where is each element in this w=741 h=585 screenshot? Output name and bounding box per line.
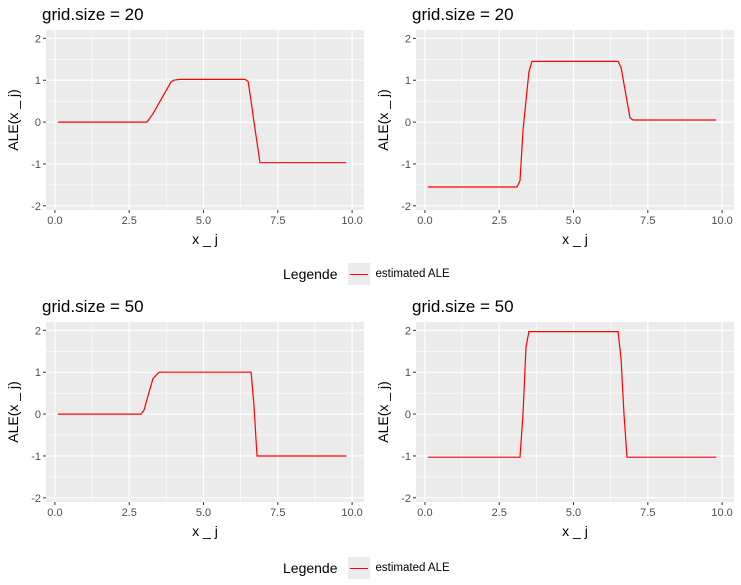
y-tick-label: 0 bbox=[405, 117, 411, 129]
y-tick-label: -2 bbox=[31, 201, 41, 213]
legend-label: estimated ALE bbox=[375, 562, 450, 574]
legend-bottom: Legende estimated ALE bbox=[283, 557, 450, 579]
plot-background bbox=[46, 30, 364, 210]
plot-background bbox=[46, 322, 364, 502]
legend-title: Legende bbox=[283, 266, 338, 282]
x-tick-label: 2.5 bbox=[122, 507, 137, 519]
series-line bbox=[57, 78, 347, 164]
legend-key-line-icon bbox=[347, 263, 370, 285]
x-tick-label: 5.0 bbox=[566, 507, 581, 519]
x-tick-label: 0.0 bbox=[417, 507, 432, 519]
y-tick-label: 0 bbox=[405, 409, 411, 421]
legend-label: estimated ALE bbox=[375, 268, 450, 280]
chart-1-svg: 0.0 2.5 5.0 7.5 10.0 -2 -1 0 1 2 x _ j ALE(x _ j) bbox=[5, 30, 364, 247]
x-tick-label: 7.5 bbox=[270, 215, 285, 227]
chart-2-svg: 0.0 2.5 5.0 7.5 10.0 -2 -1 0 1 2 x _ j ALE(x _ j) bbox=[375, 30, 734, 247]
chart-title: grid.size = 50 bbox=[412, 297, 514, 316]
series-line bbox=[57, 371, 347, 457]
x-axis-label: x _ j bbox=[192, 231, 218, 247]
x-tick-label: 10.0 bbox=[711, 507, 732, 519]
x-tick-label: 0.0 bbox=[47, 215, 62, 227]
y-axis-label: ALE(x _ j) bbox=[5, 381, 21, 442]
legend-key-line-icon bbox=[347, 557, 370, 579]
y-tick-label: -2 bbox=[401, 493, 411, 505]
x-tick-label: 10.0 bbox=[711, 215, 732, 227]
y-tick-label: 1 bbox=[35, 367, 41, 379]
chart-title: grid.size = 50 bbox=[42, 297, 144, 316]
chart-4-svg: 0.0 2.5 5.0 7.5 10.0 -2 -1 0 1 2 x _ j ALE(x _ j) bbox=[375, 322, 734, 539]
chart-3-svg: 0.0 2.5 5.0 7.5 10.0 -2 -1 0 1 2 x _ j ALE(x _ j) bbox=[5, 322, 364, 539]
series-line bbox=[427, 331, 717, 458]
y-tick-label: -1 bbox=[31, 451, 41, 463]
y-tick-label: 1 bbox=[405, 75, 411, 87]
x-tick-label: 5.0 bbox=[196, 507, 211, 519]
y-tick-label: 2 bbox=[405, 325, 411, 337]
x-axis-label: x _ j bbox=[192, 523, 218, 539]
x-tick-label: 0.0 bbox=[47, 507, 62, 519]
x-tick-label: 2.5 bbox=[492, 507, 507, 519]
chart-title: grid.size = 20 bbox=[412, 5, 514, 24]
legend-title: Legende bbox=[283, 560, 338, 576]
y-tick-label: -2 bbox=[31, 493, 41, 505]
y-tick-label: -1 bbox=[401, 451, 411, 463]
x-tick-label: 7.5 bbox=[640, 215, 655, 227]
y-tick-label: 2 bbox=[405, 33, 411, 45]
x-tick-label: 5.0 bbox=[566, 215, 581, 227]
plot-background bbox=[416, 322, 734, 502]
y-axis-label: ALE(x _ j) bbox=[375, 89, 391, 150]
y-tick-label: 1 bbox=[35, 75, 41, 87]
y-axis-label: ALE(x _ j) bbox=[375, 381, 391, 442]
y-tick-label: -1 bbox=[401, 159, 411, 171]
legend-top: Legende estimated ALE bbox=[283, 263, 450, 285]
y-tick-label: -2 bbox=[401, 201, 411, 213]
x-tick-label: 7.5 bbox=[640, 507, 655, 519]
y-tick-label: 0 bbox=[35, 409, 41, 421]
y-axis-label: ALE(x _ j) bbox=[5, 89, 21, 150]
x-axis-label: x _ j bbox=[562, 523, 588, 539]
x-tick-label: 2.5 bbox=[122, 215, 137, 227]
series-line bbox=[427, 60, 717, 188]
x-tick-label: 2.5 bbox=[492, 215, 507, 227]
y-tick-label: 2 bbox=[35, 325, 41, 337]
y-tick-label: 0 bbox=[35, 117, 41, 129]
x-tick-label: 5.0 bbox=[196, 215, 211, 227]
y-tick-label: 2 bbox=[35, 33, 41, 45]
x-tick-label: 0.0 bbox=[417, 215, 432, 227]
y-tick-label: -1 bbox=[31, 159, 41, 171]
x-tick-label: 10.0 bbox=[341, 215, 362, 227]
y-tick-label: 1 bbox=[405, 367, 411, 379]
chart-title: grid.size = 20 bbox=[42, 5, 144, 24]
x-tick-label: 7.5 bbox=[270, 507, 285, 519]
x-axis-label: x _ j bbox=[562, 231, 588, 247]
x-tick-label: 10.0 bbox=[341, 507, 362, 519]
